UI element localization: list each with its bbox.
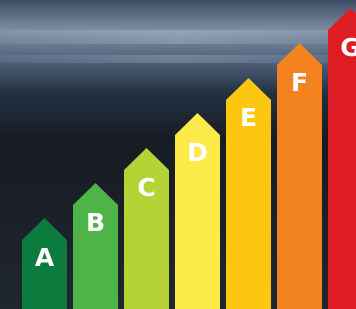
rating-label: F xyxy=(291,68,308,97)
energy-rating-image: A B C D E F G xyxy=(0,0,356,309)
rating-label: E xyxy=(240,103,257,132)
rating-label: B xyxy=(86,208,105,237)
rating-label: A xyxy=(35,243,55,272)
rating-label: G xyxy=(340,33,356,62)
rating-label: D xyxy=(187,138,208,167)
rating-label: C xyxy=(137,173,155,202)
rating-arrow xyxy=(73,183,118,309)
background-streak xyxy=(0,30,356,44)
